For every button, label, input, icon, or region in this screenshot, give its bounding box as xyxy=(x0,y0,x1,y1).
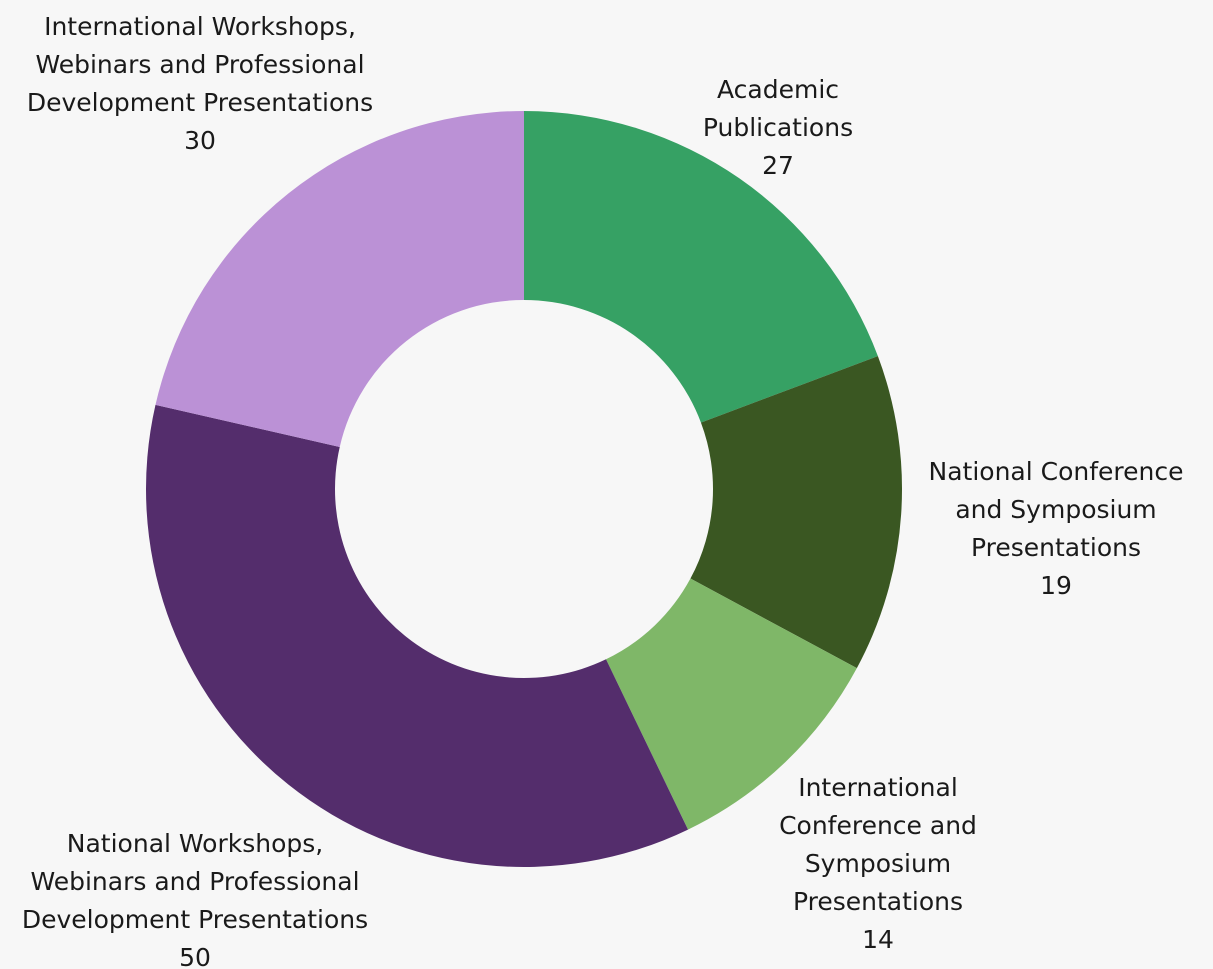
slice-label-international-workshops-webinars-and-professional-development-presentations: International Workshops, Webinars and Pro… xyxy=(27,12,373,155)
donut-slice-national-conference-and-symposium-presentations xyxy=(690,356,902,669)
slice-value-label: 19 xyxy=(1040,571,1072,600)
slice-name-line: Symposium xyxy=(805,849,951,878)
labels-layer: Academic Publications 27 National Conferenc… xyxy=(22,12,1184,969)
donut-slice-international-workshops-webinars-and-professional-development-presentations xyxy=(155,111,525,447)
slice-name-line: Conference and xyxy=(779,811,977,840)
slice-value-label: 30 xyxy=(184,126,216,155)
slice-name-line: Academic xyxy=(717,75,839,104)
donut-slice-international-conference-and-symposium-presentations xyxy=(606,578,857,830)
slice-value-label: 27 xyxy=(762,151,794,180)
slice-name-line: International xyxy=(798,773,958,802)
slice-name-line: Development Presentations xyxy=(22,905,368,934)
slice-name-line: Webinars and Professional xyxy=(35,50,364,79)
donut-slice-academic-publications xyxy=(524,111,878,423)
slice-name-line: Publications xyxy=(703,113,853,142)
slice-name-line: National Conference xyxy=(929,457,1184,486)
slice-label-national-conference-and-symposium-presentations: National Conference and Symposium Presenta… xyxy=(929,457,1184,600)
slice-name-line: International Workshops, xyxy=(44,12,356,41)
slice-label-academic-publications: Academic Publications 27 xyxy=(703,75,853,180)
slice-value-label: 50 xyxy=(179,943,211,969)
slice-label-international-conference-and-symposium-presentations: International Conference and Symposium Pres… xyxy=(779,773,977,954)
slices-layer xyxy=(145,111,902,868)
slice-name-line: National Workshops, xyxy=(67,829,323,858)
slice-name-line: Development Presentations xyxy=(27,88,373,117)
slice-name-line: Presentations xyxy=(793,887,963,916)
slice-name-line: Webinars and Professional xyxy=(30,867,359,896)
slice-label-national-workshops-webinars-and-professional-development-presentations: National Workshops, Webinars and Professi… xyxy=(22,829,368,969)
slice-name-line: Presentations xyxy=(971,533,1141,562)
donut-slice-national-workshops-webinars-and-professional-development-presentations xyxy=(145,404,689,868)
slice-name-line: and Symposium xyxy=(955,495,1156,524)
slice-value-label: 14 xyxy=(862,925,894,954)
